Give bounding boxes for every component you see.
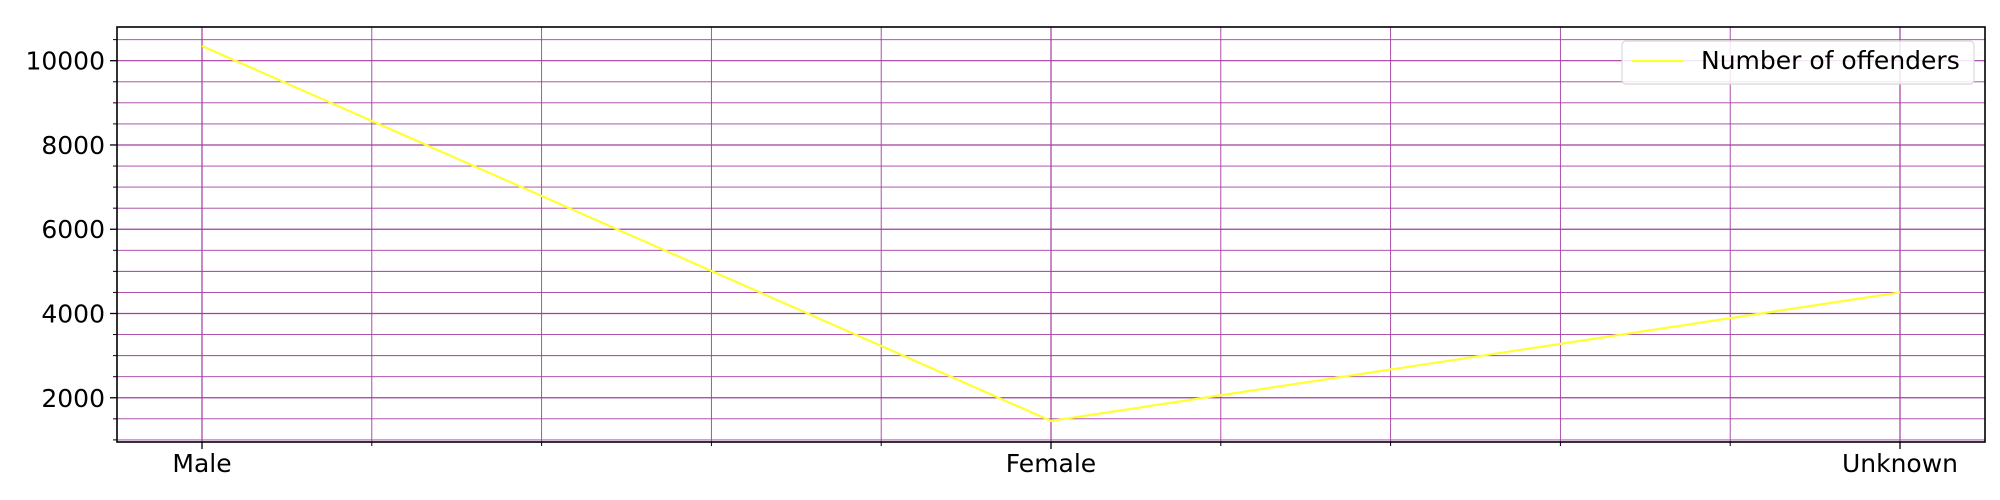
series-layer (201, 44, 1901, 423)
y-tick-label: 10000 (25, 47, 105, 76)
x-tick-label: Female (1006, 449, 1096, 478)
y-axis-ticks: 2000 4000 6000 8000 10000 (25, 39, 117, 441)
x-tick-label: Male (172, 449, 231, 478)
y-tick-label: 8000 (41, 131, 105, 160)
x-tick-label: Unknown (1842, 449, 1958, 478)
series-line-number-of-offenders (201, 44, 1901, 423)
x-axis-ticks: Male Female Unknown (172, 442, 1958, 478)
legend-label: Number of offenders (1701, 46, 1960, 75)
legend-box (1621, 40, 1975, 85)
y-tick-label: 2000 (41, 384, 105, 413)
y-tick-label: 6000 (41, 215, 105, 244)
grid-lines (117, 27, 1985, 442)
y-tick-label: 4000 (41, 299, 105, 328)
legend: Number of offenders (1621, 40, 1975, 85)
